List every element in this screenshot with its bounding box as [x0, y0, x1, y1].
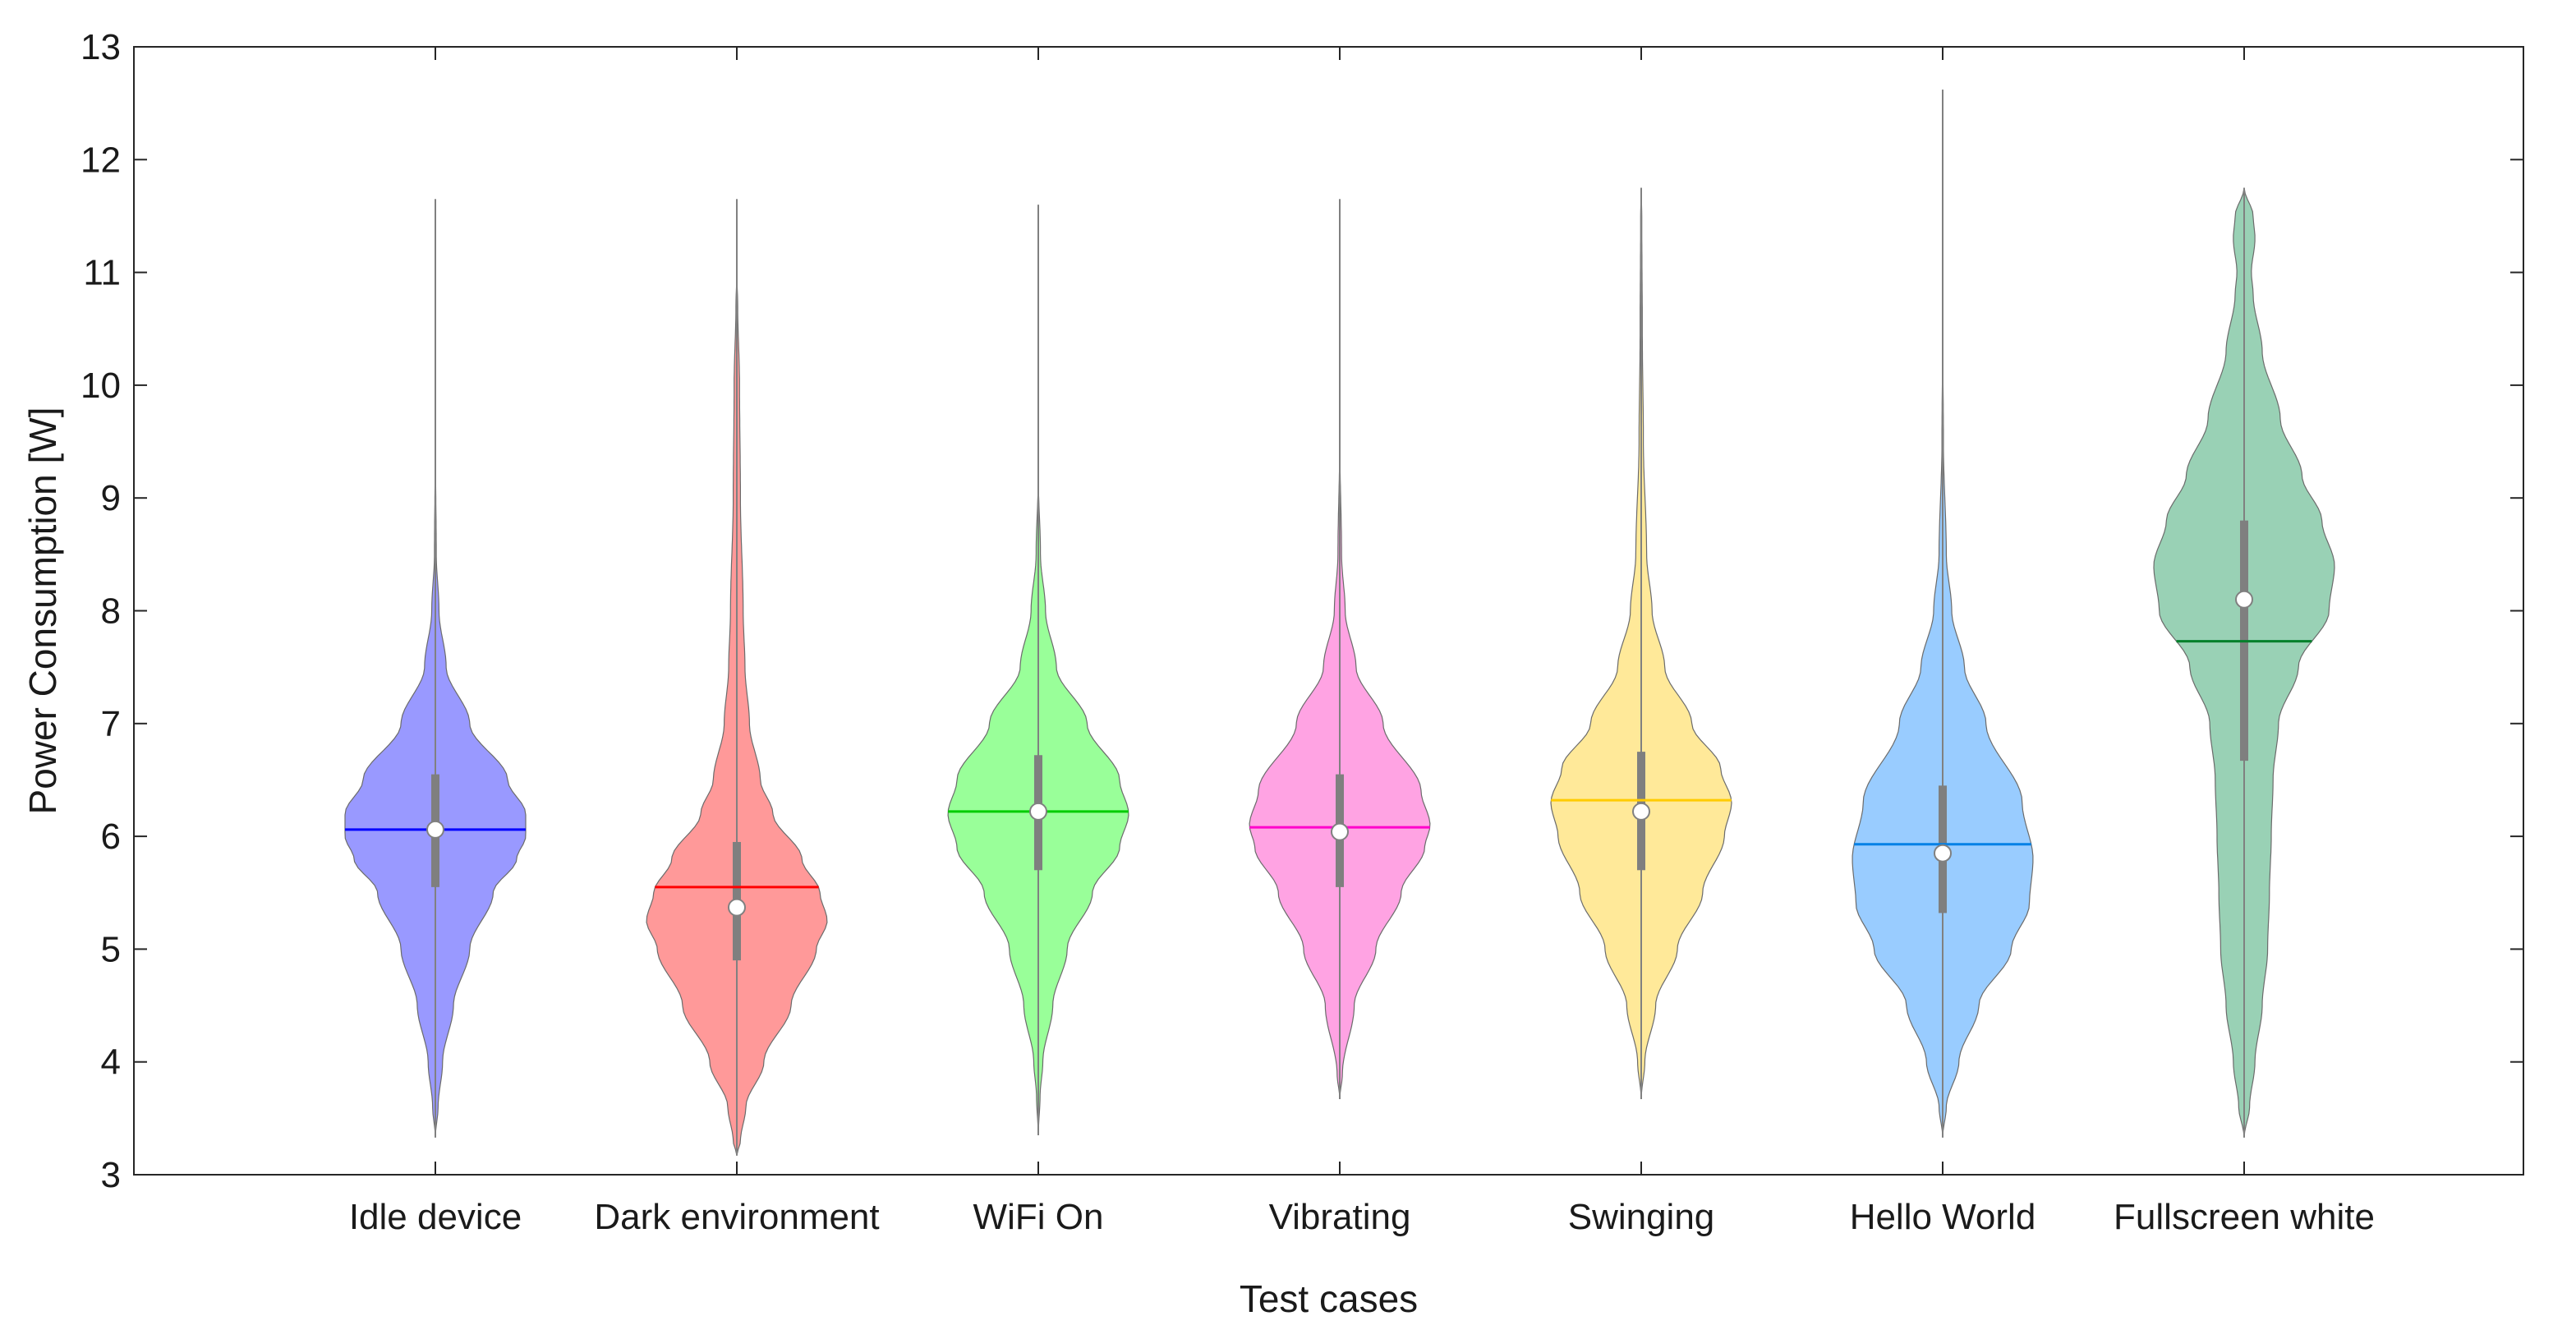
x-axis-title: Test cases — [1240, 1277, 1418, 1320]
median-marker — [1934, 844, 1952, 863]
y-tick-label: 5 — [101, 929, 121, 969]
y-axis-title: Power Consumption [W] — [21, 407, 64, 815]
median-marker — [1331, 822, 1349, 841]
y-tick-label: 8 — [101, 591, 121, 632]
y-tick-label: 11 — [83, 253, 121, 293]
median-marker — [1632, 802, 1650, 821]
x-tick-label: Vibrating — [1269, 1197, 1411, 1237]
violin-dark-environment — [646, 199, 828, 1156]
y-tick-label: 10 — [80, 366, 121, 406]
y-tick-label: 12 — [80, 140, 121, 180]
x-tick-label: Dark environment — [594, 1197, 879, 1237]
x-tick-label: Idle device — [349, 1197, 522, 1237]
violin-swinging — [1550, 187, 1732, 1100]
x-tick-label: Fullscreen white — [2114, 1197, 2375, 1237]
x-axis: Idle device Dark environment WiFi On Vibrat… — [349, 47, 2375, 1237]
median-marker — [2235, 590, 2253, 609]
violin-fullscreen-white — [2153, 187, 2335, 1138]
y-tick-label: 6 — [101, 817, 121, 857]
violin-idle-device — [344, 199, 527, 1138]
y-tick-label: 13 — [80, 27, 121, 67]
y-tick-label: 4 — [101, 1042, 121, 1083]
median-marker — [1029, 802, 1047, 821]
violin-hello-world — [1852, 90, 2034, 1138]
median-marker — [728, 898, 746, 917]
x-tick-label: Hello World — [1850, 1197, 2036, 1237]
median-marker — [426, 820, 444, 839]
y-tick-label: 7 — [101, 704, 121, 744]
violin-wifi-on — [947, 205, 1129, 1135]
plot-frame — [133, 46, 2524, 1176]
violin-vibrating — [1249, 199, 1431, 1100]
y-axis: 3 4 5 6 7 8 9 10 11 12 13 — [80, 27, 2523, 1195]
y-tick-label: 3 — [101, 1155, 121, 1195]
x-tick-label: WiFi On — [973, 1197, 1104, 1237]
violins-layer — [344, 90, 2335, 1156]
y-tick-label: 9 — [101, 478, 121, 518]
x-tick-label: Swinging — [1568, 1197, 1715, 1237]
